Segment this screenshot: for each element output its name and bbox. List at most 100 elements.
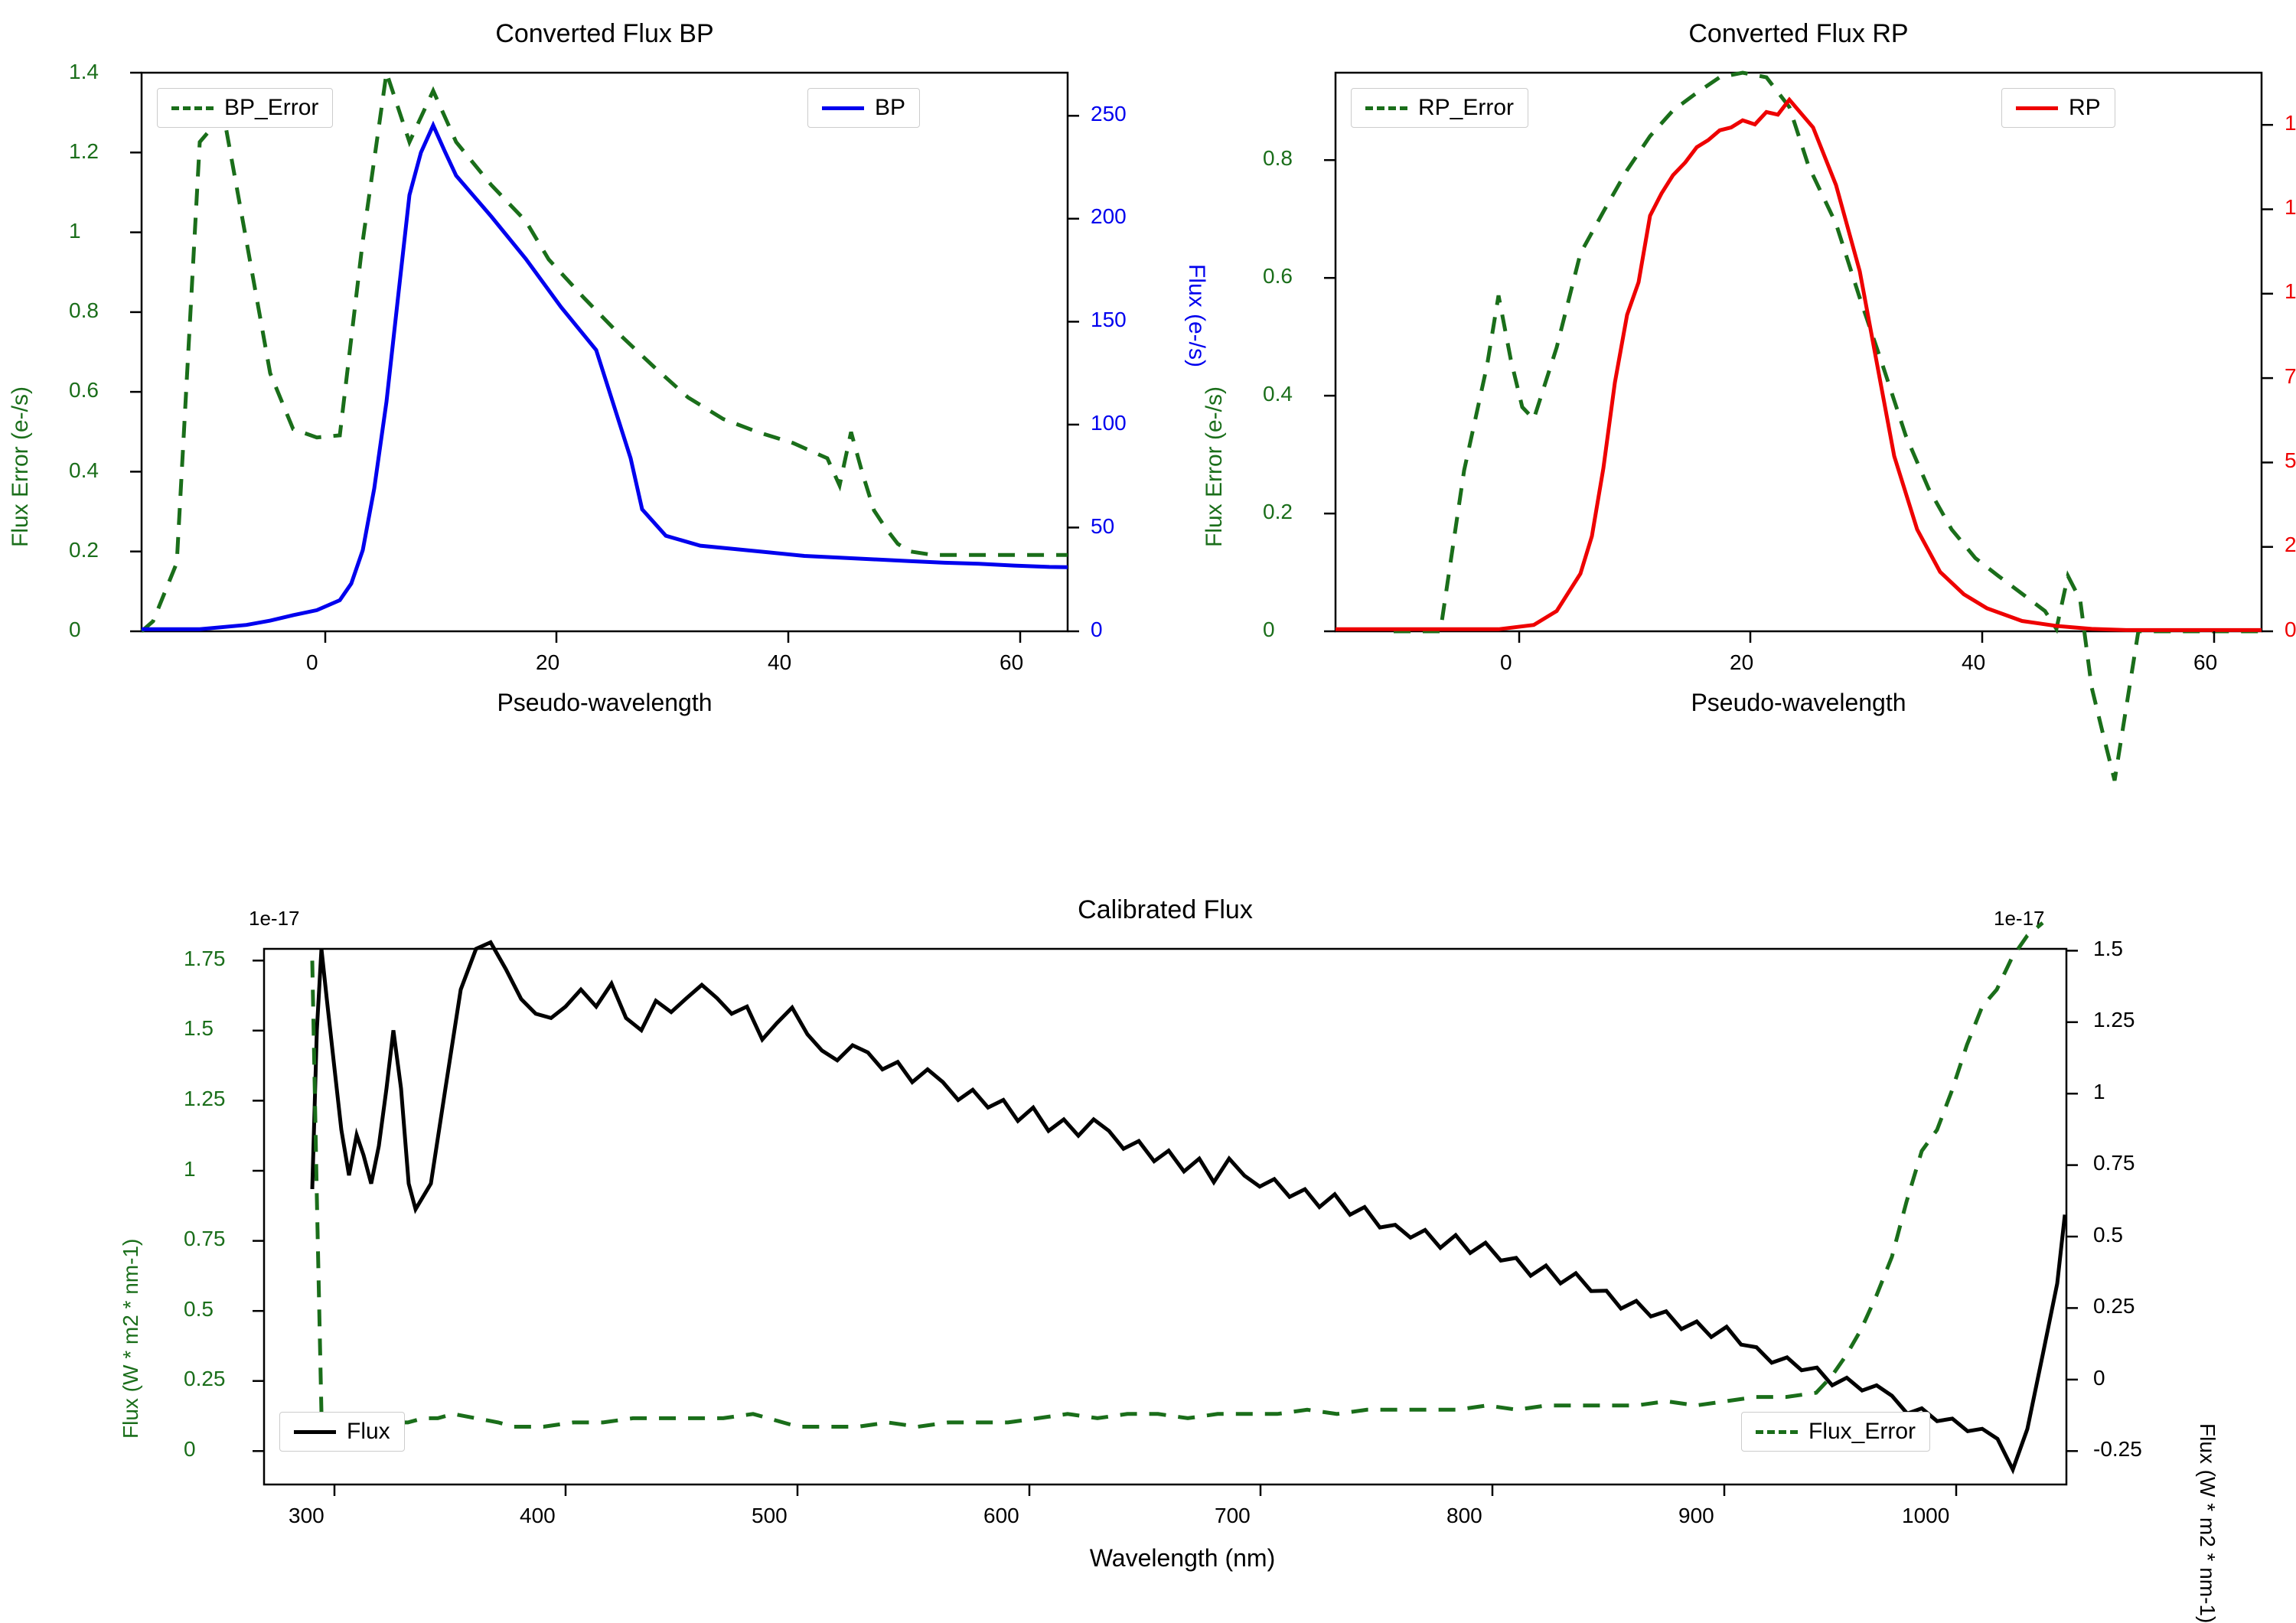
bp-ytick-left-1: 0.2 bbox=[69, 538, 99, 562]
bp-plot-svg bbox=[142, 73, 1068, 723]
rp-panel: Converted Flux RP bbox=[1336, 73, 2262, 723]
rp-xtick-1: 20 bbox=[1730, 650, 1753, 675]
bp-xtick-2: 40 bbox=[768, 650, 791, 675]
bp-ytick-right-1: 50 bbox=[1091, 514, 1114, 539]
bp-ytick-right-5: 250 bbox=[1091, 102, 1127, 126]
bp-panel: Converted Flux BP bbox=[142, 73, 1068, 723]
bp-flux-line[interactable] bbox=[142, 125, 1068, 630]
cal-xtick-0: 300 bbox=[289, 1504, 325, 1528]
cal-legend-swatch-flux bbox=[294, 1430, 336, 1434]
bp-legend-left[interactable]: BP_Error bbox=[157, 88, 333, 128]
bp-ylabel-right: Flux (e-/s) bbox=[1183, 264, 1209, 367]
cal-ytick-right-7: 1.5 bbox=[2093, 937, 2123, 961]
bp-ytick-left-2: 0.4 bbox=[69, 458, 99, 483]
rp-ytick-right-6: 150 bbox=[2285, 111, 2296, 135]
cal-ytick-right-5: 1 bbox=[2093, 1080, 2105, 1104]
bp-ytick-right-0: 0 bbox=[1091, 618, 1103, 642]
bp-x-ticks bbox=[325, 631, 1020, 643]
rp-ytick-left-3: 0.6 bbox=[1263, 264, 1293, 288]
cal-ytick-left-7: 1.75 bbox=[184, 947, 226, 971]
bp-xtick-0: 0 bbox=[306, 650, 318, 675]
cal-xtick-1: 400 bbox=[520, 1504, 556, 1528]
bp-xtick-1: 20 bbox=[536, 650, 559, 675]
bp-legend-swatch-bp bbox=[822, 106, 864, 110]
bp-ytick-right-2: 100 bbox=[1091, 411, 1127, 435]
cal-ytick-right-1: 0 bbox=[2093, 1366, 2105, 1390]
cal-legend-label-flux: Flux bbox=[347, 1419, 390, 1445]
bp-ylabel-left: Flux Error (e-/s) bbox=[8, 386, 34, 547]
calibrated-y-ticks-left bbox=[253, 960, 264, 1451]
bp-y-ticks-left bbox=[130, 73, 142, 631]
cal-legend-label-flux-error: Flux_Error bbox=[1808, 1419, 1916, 1445]
bp-legend-right[interactable]: BP bbox=[807, 88, 920, 128]
rp-ytick-left-2: 0.4 bbox=[1263, 382, 1293, 406]
calibrated-y-ticks-right bbox=[2066, 950, 2078, 1451]
cal-ytick-left-4: 1 bbox=[184, 1157, 196, 1181]
cal-legend-right[interactable]: Flux_Error bbox=[1741, 1412, 1930, 1452]
rp-xtick-0: 0 bbox=[1500, 650, 1512, 675]
cal-ytick-right-2: 0.25 bbox=[2093, 1294, 2135, 1318]
calibrated-title: Calibrated Flux bbox=[264, 895, 2066, 925]
rp-ytick-right-4: 100 bbox=[2285, 279, 2296, 304]
rp-legend-label-rp: RP bbox=[2069, 95, 2101, 121]
rp-ytick-left-4: 0.8 bbox=[1263, 146, 1293, 171]
cal-ytick-right-3: 0.5 bbox=[2093, 1223, 2123, 1247]
rp-flux-line[interactable] bbox=[1336, 99, 2262, 630]
cal-ytick-left-2: 0.5 bbox=[184, 1297, 214, 1322]
cal-ytick-right-4: 0.75 bbox=[2093, 1151, 2135, 1175]
cal-legend-left[interactable]: Flux bbox=[279, 1412, 405, 1452]
rp-ytick-left-1: 0.2 bbox=[1263, 500, 1293, 524]
figure-container: Converted Flux BP bbox=[0, 0, 2296, 1607]
rp-xtick-3: 60 bbox=[2193, 650, 2217, 675]
rp-ytick-right-1: 25 bbox=[2285, 533, 2296, 557]
rp-ytick-left-0: 0 bbox=[1263, 618, 1275, 642]
rp-ytick-right-0: 0 bbox=[2285, 618, 2296, 642]
cal-xlabel: Wavelength (nm) bbox=[991, 1544, 1374, 1572]
calibrated-x-ticks bbox=[334, 1484, 1956, 1496]
rp-y-ticks-right bbox=[2262, 125, 2273, 631]
rp-y-ticks-left bbox=[1324, 160, 1336, 631]
cal-xtick-4: 700 bbox=[1215, 1504, 1251, 1528]
bp-legend-label-bp: BP bbox=[875, 95, 905, 121]
bp-legend-label-error: BP_Error bbox=[224, 95, 318, 121]
rp-title: Converted Flux RP bbox=[1336, 19, 2262, 49]
rp-ytick-right-5: 125 bbox=[2285, 195, 2296, 220]
rp-legend-swatch-error bbox=[1365, 106, 1407, 110]
rp-ytick-right-3: 75 bbox=[2285, 364, 2296, 389]
bp-ytick-left-7: 1.4 bbox=[69, 60, 99, 84]
rp-legend-right[interactable]: RP bbox=[2001, 88, 2115, 128]
bp-ytick-left-6: 1.2 bbox=[69, 139, 99, 164]
rp-ylabel-left: Flux Error (e-/s) bbox=[1202, 386, 1228, 547]
cal-xtick-5: 800 bbox=[1446, 1504, 1482, 1528]
cal-ytick-right-0: -0.25 bbox=[2093, 1437, 2142, 1462]
calibrated-panel: Calibrated Flux 1e-17 1e-17 bbox=[264, 949, 2066, 1576]
cal-ylabel-left: Flux (W * m2 * nm-1) bbox=[119, 1239, 143, 1439]
cal-xtick-2: 500 bbox=[752, 1504, 788, 1528]
rp-error-line[interactable] bbox=[1394, 73, 2262, 781]
bp-legend-swatch-error bbox=[171, 106, 214, 110]
cal-xtick-6: 900 bbox=[1678, 1504, 1714, 1528]
calibrated-flux-line[interactable] bbox=[312, 943, 2065, 1470]
cal-ytick-left-0: 0 bbox=[184, 1437, 196, 1462]
bp-ytick-left-5: 1 bbox=[69, 219, 81, 243]
rp-legend-left[interactable]: RP_Error bbox=[1351, 88, 1528, 128]
rp-plot-svg bbox=[1336, 73, 2262, 723]
bp-ytick-right-4: 200 bbox=[1091, 204, 1127, 229]
calibrated-plot-svg bbox=[264, 949, 2066, 1576]
cal-ylabel-right: Flux (W * m2 * nm-1) bbox=[2195, 1423, 2219, 1623]
cal-ytick-left-5: 1.25 bbox=[184, 1087, 226, 1111]
cal-xtick-3: 600 bbox=[983, 1504, 1019, 1528]
calibrated-exp-left: 1e-17 bbox=[249, 907, 300, 930]
cal-ytick-right-6: 1.25 bbox=[2093, 1008, 2135, 1032]
bp-xtick-3: 60 bbox=[1000, 650, 1023, 675]
cal-ytick-left-3: 0.75 bbox=[184, 1227, 226, 1251]
cal-ytick-left-6: 1.5 bbox=[184, 1016, 214, 1041]
rp-x-ticks bbox=[1519, 631, 2214, 643]
bp-ytick-left-3: 0.6 bbox=[69, 378, 99, 402]
bp-xlabel: Pseudo-wavelength bbox=[375, 689, 834, 717]
bp-ytick-right-3: 150 bbox=[1091, 308, 1127, 332]
rp-legend-swatch-rp bbox=[2016, 106, 2058, 110]
cal-ytick-left-1: 0.25 bbox=[184, 1367, 226, 1391]
bp-ytick-left-4: 0.8 bbox=[69, 298, 99, 323]
bp-error-line[interactable] bbox=[142, 73, 1068, 631]
